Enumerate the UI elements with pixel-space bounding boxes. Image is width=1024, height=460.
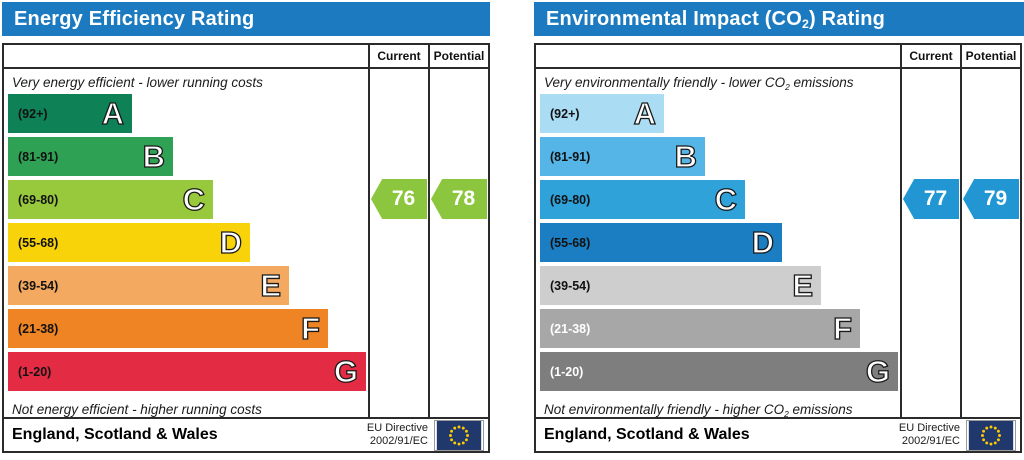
energy-band-c-letter: C [182, 182, 206, 217]
energy-band-c-range: (69-80) [18, 192, 59, 207]
energy-title-bar: Energy Efficiency Rating [2, 2, 490, 36]
environmental-rating-table: Current Potential Very environmentally f… [534, 43, 1022, 453]
environmental-band-c-letter: C [714, 182, 738, 217]
environmental-region-label: England, Scotland & Wales [544, 426, 750, 443]
environmental-band-b: (81-91) B [540, 137, 705, 176]
environmental-band-c: (69-80) C [540, 180, 745, 219]
energy-efficiency-panel: Energy Efficiency Rating Current Potenti… [2, 2, 490, 453]
eu-flag-icon [434, 419, 484, 451]
environmental-band-g: (1-20) G [540, 352, 898, 391]
environmental-current-column: 77 [900, 69, 960, 417]
energy-header-spacer [4, 45, 368, 67]
energy-band-b: (81-91) B [8, 137, 173, 176]
environmental-header-spacer [536, 45, 900, 67]
energy-top-note: Very energy efficient - lower running co… [12, 75, 263, 90]
energy-band-a-letter: A [101, 96, 125, 131]
energy-title: Energy Efficiency Rating [14, 8, 255, 30]
environmental-band-f: (21-38) F [540, 309, 860, 348]
environmental-band-e-range: (39-54) [550, 278, 591, 293]
environmental-band-e-letter: E [792, 268, 814, 303]
energy-bands-area: Very energy efficient - lower running co… [4, 69, 368, 417]
energy-band-d-range: (55-68) [18, 235, 59, 250]
environmental-band-f-range: (21-38) [550, 321, 591, 336]
environmental-chart-body: Very environmentally friendly - lower CO… [536, 69, 1020, 417]
energy-band-a: (92+) A [8, 94, 132, 133]
energy-band-b-letter: B [142, 139, 166, 174]
energy-band-g-letter: G [333, 354, 358, 389]
energy-chart-body: Very energy efficient - lower running co… [4, 69, 488, 417]
environmental-bottom-note: Not environmentally friendly - higher CO… [544, 402, 853, 417]
energy-region-label: England, Scotland & Wales [12, 426, 218, 443]
environmental-title-bar: Environmental Impact (CO2) Rating [534, 2, 1024, 36]
energy-band-f-range: (21-38) [18, 321, 59, 336]
energy-band-c: (69-80) C [8, 180, 213, 219]
environmental-potential-column: 79 [960, 69, 1020, 417]
environmental-band-d-letter: D [751, 225, 775, 260]
energy-potential-column-header: Potential [428, 45, 488, 67]
energy-band-g: (1-20) G [8, 352, 366, 391]
environmental-eu-directive-label: EU Directive 2002/91/EC [898, 421, 960, 447]
environmental-band-b-letter: B [674, 139, 698, 174]
energy-band-b-range: (81-91) [18, 149, 59, 164]
energy-current-column: 76 [368, 69, 428, 417]
eu-flag-icon [966, 419, 1016, 451]
environmental-band-c-range: (69-80) [550, 192, 591, 207]
environmental-bands-area: Very environmentally friendly - lower CO… [536, 69, 900, 417]
environmental-potential-column-header: Potential [960, 45, 1020, 67]
environmental-current-column-header: Current [900, 45, 960, 67]
environmental-band-d-range: (55-68) [550, 235, 591, 250]
environmental-band-d: (55-68) D [540, 223, 782, 262]
energy-header-row: Current Potential [4, 45, 488, 69]
environmental-impact-panel: Environmental Impact (CO2) Rating Curren… [534, 2, 1024, 453]
environmental-band-g-letter: G [865, 354, 890, 389]
energy-band-g-range: (1-20) [18, 364, 52, 379]
energy-rating-table: Current Potential Very energy efficient … [2, 43, 490, 453]
environmental-title: Environmental Impact (CO2) Rating [546, 8, 886, 31]
energy-band-f: (21-38) F [8, 309, 328, 348]
environmental-potential-rating-arrow: 79 [963, 179, 1019, 219]
energy-band-f-letter: F [300, 311, 320, 346]
environmental-current-rating-arrow: 77 [903, 179, 959, 219]
environmental-footer: England, Scotland & Wales EU Directive 2… [536, 417, 1020, 451]
energy-eu-directive-label: EU Directive 2002/91/EC [366, 421, 428, 447]
energy-current-column-header: Current [368, 45, 428, 67]
energy-bottom-note: Not energy efficient - higher running co… [12, 402, 262, 417]
environmental-band-f-letter: F [832, 311, 852, 346]
environmental-band-e: (39-54) E [540, 266, 821, 305]
energy-band-d: (55-68) D [8, 223, 250, 262]
energy-current-rating-arrow: 76 [371, 179, 427, 219]
energy-band-a-range: (92+) [18, 106, 48, 121]
energy-potential-rating-arrow: 78 [431, 179, 487, 219]
environmental-top-note: Very environmentally friendly - lower CO… [544, 75, 854, 92]
energy-band-e-range: (39-54) [18, 278, 59, 293]
environmental-band-a: (92+) A [540, 94, 664, 133]
environmental-band-a-letter: A [633, 96, 657, 131]
energy-band-d-letter: D [219, 225, 243, 260]
energy-potential-column: 78 [428, 69, 488, 417]
environmental-band-a-range: (92+) [550, 106, 580, 121]
environmental-header-row: Current Potential [536, 45, 1020, 69]
energy-band-e: (39-54) E [8, 266, 289, 305]
environmental-band-b-range: (81-91) [550, 149, 591, 164]
environmental-band-g-range: (1-20) [550, 364, 584, 379]
energy-band-e-letter: E [260, 268, 282, 303]
energy-footer: England, Scotland & Wales EU Directive 2… [4, 417, 488, 451]
